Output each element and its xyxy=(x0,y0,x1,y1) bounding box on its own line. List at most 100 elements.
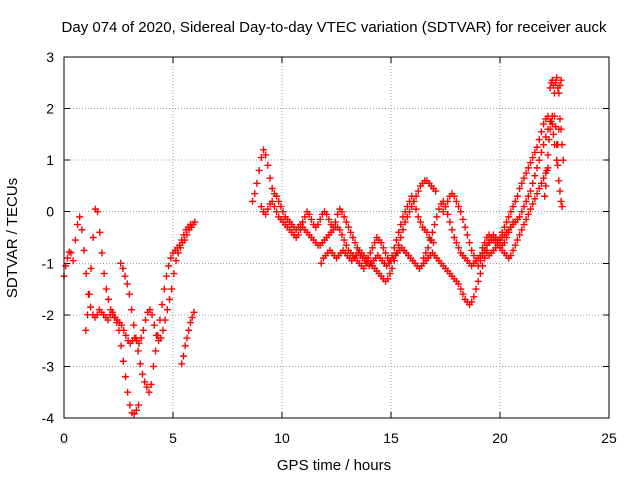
data-point xyxy=(529,200,537,208)
data-point xyxy=(190,308,198,316)
data-point xyxy=(76,213,84,221)
data-point xyxy=(527,159,535,167)
data-point xyxy=(553,156,561,164)
data-point xyxy=(78,226,86,234)
data-point xyxy=(166,295,174,303)
data-point xyxy=(557,125,565,133)
data-point xyxy=(555,89,563,97)
data-point xyxy=(406,208,414,216)
data-point xyxy=(545,136,553,144)
data-point xyxy=(382,249,390,257)
data-point xyxy=(520,174,528,182)
data-point xyxy=(98,249,106,257)
data-point xyxy=(273,208,281,216)
data-point xyxy=(96,228,104,236)
data-point xyxy=(253,179,261,187)
data-point xyxy=(294,231,302,239)
data-point xyxy=(117,259,125,267)
data-point xyxy=(533,143,541,151)
plot-frame xyxy=(63,56,610,419)
data-point xyxy=(557,197,565,205)
data-point xyxy=(307,215,315,223)
data-point xyxy=(426,236,434,244)
data-point xyxy=(142,316,150,324)
data-point xyxy=(435,205,443,213)
data-point xyxy=(371,239,379,247)
data-point xyxy=(277,203,285,211)
data-point xyxy=(63,254,71,262)
data-point xyxy=(176,241,184,249)
data-point xyxy=(410,197,418,205)
data-point xyxy=(139,326,147,334)
data-point xyxy=(259,146,267,154)
data-point xyxy=(557,76,565,84)
data-point xyxy=(388,264,396,272)
data-point xyxy=(397,234,405,241)
data-point xyxy=(461,223,469,231)
data-point xyxy=(71,236,79,244)
data-point xyxy=(474,262,482,270)
data-point xyxy=(507,252,515,260)
data-point xyxy=(446,218,454,226)
data-point xyxy=(522,197,530,205)
data-point xyxy=(342,241,350,249)
data-point xyxy=(85,290,93,298)
data-point xyxy=(540,141,548,149)
data-point xyxy=(511,197,519,205)
data-point xyxy=(154,331,162,339)
data-point xyxy=(428,228,436,236)
data-point xyxy=(134,347,142,355)
data-point xyxy=(414,187,422,195)
data-point xyxy=(118,321,126,329)
data-point xyxy=(542,182,550,190)
data-point xyxy=(479,244,487,252)
data-point xyxy=(424,244,432,252)
axis-ticks xyxy=(63,56,610,419)
data-point xyxy=(323,210,331,218)
data-point xyxy=(331,218,339,226)
data-point xyxy=(529,179,537,187)
data-point xyxy=(125,290,133,298)
data-point xyxy=(481,239,489,247)
data-point xyxy=(163,306,171,314)
data-point xyxy=(93,311,101,319)
data-point xyxy=(556,115,564,123)
data-point xyxy=(524,164,532,172)
data-point xyxy=(124,388,132,396)
data-point xyxy=(264,205,272,213)
data-point xyxy=(104,295,112,303)
data-point xyxy=(559,156,567,164)
data-point xyxy=(399,226,407,234)
data-point xyxy=(334,210,342,218)
data-point xyxy=(167,254,175,262)
data-point xyxy=(135,339,143,347)
data-point xyxy=(509,203,517,211)
x-tick-label: 25 xyxy=(601,430,617,446)
data-point xyxy=(513,236,521,244)
data-point xyxy=(305,210,313,218)
data-point xyxy=(500,223,508,231)
data-point xyxy=(518,179,526,187)
data-point xyxy=(395,228,403,236)
data-point xyxy=(416,218,424,226)
data-point xyxy=(336,226,344,234)
data-point xyxy=(130,410,138,418)
data-point xyxy=(148,311,156,319)
data-point xyxy=(465,239,473,247)
y-tick-label: 2 xyxy=(46,101,54,117)
data-point xyxy=(138,370,146,378)
data-point xyxy=(74,221,82,229)
data-point xyxy=(62,262,70,270)
y-tick-label: -3 xyxy=(42,358,55,374)
data-point xyxy=(397,221,405,229)
data-point xyxy=(188,313,196,321)
data-point xyxy=(455,244,463,252)
data-point xyxy=(146,306,154,314)
data-point xyxy=(543,166,551,174)
data-point xyxy=(150,321,158,329)
data-point xyxy=(152,347,160,355)
data-point xyxy=(522,169,530,177)
data-point xyxy=(89,234,97,241)
x-tick-label: 20 xyxy=(492,430,508,446)
data-point xyxy=(524,192,532,200)
